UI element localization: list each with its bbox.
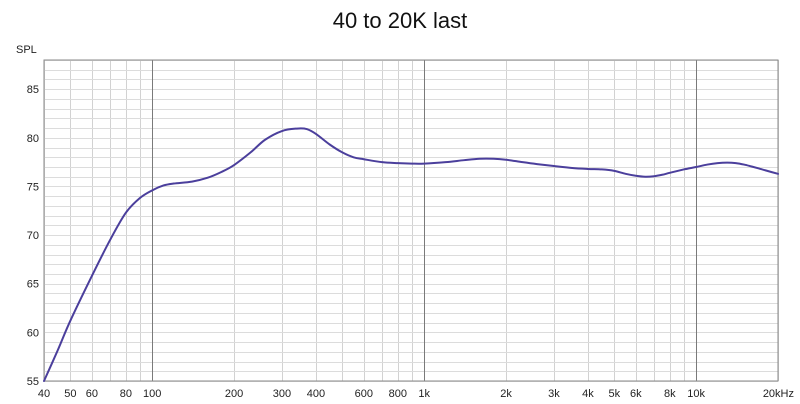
x-tick-label: 5k: [608, 388, 620, 400]
series-layer: [43, 127, 779, 382]
x-tick-label: 8k: [664, 388, 676, 400]
y-tick-label: 55: [27, 376, 39, 388]
y-tick-label: 70: [27, 230, 39, 242]
x-tick-label: 60: [86, 388, 98, 400]
x-tick-label: 400: [307, 388, 325, 400]
x-tick-label: 800: [389, 388, 407, 400]
x-tick-labels: 40 50 60 80 100 200 300 400 600 800 1k 2k 3k 4k 5k 6k 8k…: [38, 388, 794, 400]
x-tick-label: 300: [273, 388, 291, 400]
x-tick-label: 20kHz: [763, 388, 794, 400]
plot-frame: [43, 59, 779, 382]
y-tick-label: 60: [27, 327, 39, 339]
chart-title: 40 to 20K last: [332, 8, 468, 33]
x-tick-label: 100: [143, 388, 161, 400]
y-tick-labels: 55 60 65 70 75 80 85: [27, 84, 39, 388]
x-tick-label: 4k: [582, 388, 594, 400]
y-axis-title: SPL: [16, 44, 37, 56]
x-tick-label: 80: [120, 388, 132, 400]
x-tick-label: 3k: [548, 388, 560, 400]
x-tick-label: 200: [225, 388, 243, 400]
minor-grid: [44, 60, 779, 382]
x-tick-label: 600: [355, 388, 373, 400]
x-tick-label: 50: [64, 388, 76, 400]
y-tick-label: 65: [27, 279, 39, 291]
x-tick-label: 6k: [630, 388, 642, 400]
x-tick-label: 10k: [687, 388, 705, 400]
y-tick-label: 75: [27, 181, 39, 193]
x-tick-label: 2k: [500, 388, 512, 400]
x-tick-label: 1k: [418, 388, 430, 400]
x-tick-label: 40: [38, 388, 50, 400]
series-line-0: [43, 127, 779, 382]
y-tick-label: 85: [27, 84, 39, 96]
major-grid: [152, 60, 697, 381]
y-tick-label: 80: [27, 133, 39, 145]
